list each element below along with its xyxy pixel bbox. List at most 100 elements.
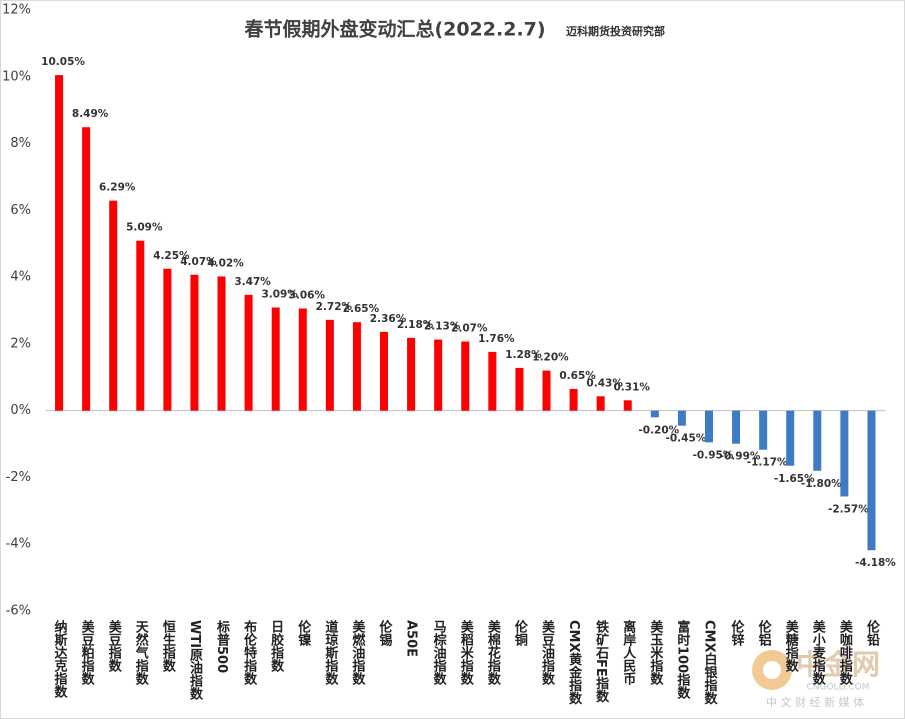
x-tick-label: 伦铅 (864, 619, 880, 647)
bar (461, 341, 470, 411)
bar (677, 410, 686, 426)
value-label: 3.09% (261, 288, 298, 300)
y-tick-label: -6% (6, 604, 31, 619)
x-tick-label: 道琼斯指数 (322, 619, 338, 686)
value-label: 6.29% (99, 182, 136, 194)
bar (271, 307, 280, 411)
value-label: -0.45% (665, 433, 706, 445)
value-label: -0.95% (693, 449, 734, 461)
x-tick-label: 布伦特指数 (241, 619, 257, 686)
x-tick-label: 美棉花指数 (485, 619, 501, 686)
bar (704, 410, 713, 443)
chart-title: 春节假期外盘变动汇总(2022.2.7) (244, 18, 545, 41)
value-label: 2.65% (343, 303, 380, 315)
bar (298, 308, 307, 411)
bar (813, 410, 822, 471)
value-label: 1.20% (532, 352, 569, 364)
x-tick-label: A50E (404, 620, 419, 657)
value-label: -2.57% (828, 503, 869, 515)
bar (244, 294, 253, 411)
x-tick-label: 纳斯达克指数 (52, 619, 68, 699)
y-tick-label: 2% (10, 336, 31, 351)
bar (623, 400, 632, 411)
x-tick-label: 美燃油指数 (349, 619, 365, 686)
bar (55, 75, 64, 411)
value-label: 0.31% (614, 381, 651, 393)
bar (867, 410, 876, 551)
x-tick-label: CMX黄金指数 (566, 620, 583, 706)
value-label: 1.28% (505, 349, 542, 361)
y-tick-label: -2% (6, 470, 31, 485)
value-label: 8.49% (72, 108, 109, 120)
value-label: 0.43% (586, 377, 623, 389)
bar (759, 410, 768, 450)
bar (217, 276, 226, 411)
value-label: -0.99% (720, 451, 761, 463)
value-label: 5.09% (126, 222, 163, 234)
watermark-site: CNGOLD.COM (806, 683, 869, 693)
y-tick-label: 4% (10, 270, 31, 285)
x-tick-label: 美豆指数 (106, 619, 122, 673)
x-tick-label: 美稻米指数 (458, 619, 474, 686)
x-tick-label: 美糖指数 (783, 619, 799, 673)
value-label: 10.05% (41, 56, 85, 68)
value-label: 4.25% (153, 250, 190, 262)
x-tick-label: 标普500 (214, 619, 231, 673)
x-tick-label: 恒生指数 (160, 619, 176, 673)
x-tick-label: 日胶指数 (268, 620, 284, 673)
value-label: 0.65% (559, 370, 596, 382)
bar (109, 200, 118, 411)
x-tick-label: 美小麦指数 (810, 619, 826, 686)
bar (786, 410, 795, 466)
bar (596, 396, 605, 411)
x-tick-label: 天然气指数 (133, 620, 149, 686)
bar (136, 240, 145, 411)
value-label: 2.07% (451, 323, 488, 335)
bar (325, 319, 334, 411)
x-tick-label: 马棕油指数 (431, 620, 448, 686)
y-tick-label: 0% (10, 403, 31, 418)
value-label: 3.47% (234, 276, 271, 288)
value-label: 2.18% (397, 319, 434, 331)
bar (488, 351, 497, 411)
x-tick-label: 美豆粕指数 (79, 619, 95, 686)
x-tick-label: 伦铝 (756, 619, 772, 647)
bar (732, 410, 741, 444)
value-label: -4.18% (855, 557, 896, 569)
value-label: -1.17% (747, 457, 788, 469)
chart-subtitle: 迈科期货投资研究部 (566, 24, 665, 38)
x-tick-label: 伦铜 (512, 619, 529, 647)
y-tick-label: 8% (10, 136, 31, 151)
x-tick-label: 美豆油指数 (539, 619, 555, 686)
watermark: 中金网 CNGOLD.COM 中 文 财 经 新 媒 体 (752, 648, 880, 709)
bar (380, 331, 389, 411)
y-tick-label: 6% (10, 203, 31, 218)
value-label: -1.80% (801, 478, 842, 490)
bar (352, 322, 361, 411)
bar (650, 410, 659, 418)
value-label: 3.06% (289, 289, 326, 301)
x-tick-label: 铁矿石FE指数 (593, 619, 610, 704)
value-label: 1.76% (478, 333, 515, 345)
bar (82, 127, 91, 411)
x-tick-label: 伦锌 (729, 619, 745, 647)
x-tick-label: WTI原油指数 (187, 620, 203, 701)
value-label: 2.13% (424, 321, 461, 333)
y-tick-label: 12% (2, 3, 31, 18)
bar (569, 388, 578, 411)
bar (190, 274, 199, 411)
x-tick-label: 美玉米指数 (647, 619, 663, 686)
value-label: 2.36% (370, 313, 407, 325)
bar (840, 410, 849, 497)
value-label: 4.02% (207, 257, 244, 269)
y-tick-label: 10% (2, 69, 31, 84)
value-label: -0.20% (638, 424, 679, 436)
value-label: 4.07% (180, 256, 217, 268)
watermark-slogan: 中 文 财 经 新 媒 体 (766, 695, 864, 709)
bar (434, 339, 443, 411)
x-tick-label: 富时100指数 (674, 619, 690, 700)
bar (163, 268, 172, 411)
x-tick-label: 离岸人民币 (620, 619, 636, 686)
